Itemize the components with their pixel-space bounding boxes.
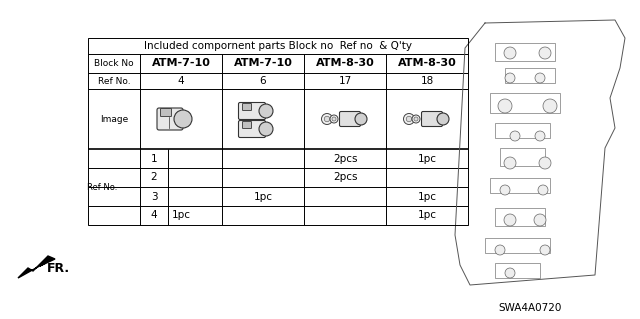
Circle shape bbox=[412, 115, 420, 123]
Text: 1pc: 1pc bbox=[417, 153, 436, 164]
Text: 4: 4 bbox=[178, 76, 184, 86]
Circle shape bbox=[259, 122, 273, 136]
Text: 1pc: 1pc bbox=[417, 191, 436, 202]
Circle shape bbox=[498, 99, 512, 113]
Text: 4: 4 bbox=[150, 211, 157, 220]
FancyBboxPatch shape bbox=[161, 108, 172, 116]
Text: SWA4A0720: SWA4A0720 bbox=[499, 303, 562, 313]
Text: 2pcs: 2pcs bbox=[333, 173, 357, 182]
Bar bbox=[505, 68, 555, 83]
Circle shape bbox=[543, 99, 557, 113]
Circle shape bbox=[505, 268, 515, 278]
Circle shape bbox=[321, 114, 333, 124]
Circle shape bbox=[355, 113, 367, 125]
Text: ATM-7-10: ATM-7-10 bbox=[152, 58, 211, 69]
Circle shape bbox=[534, 214, 546, 226]
Text: 6: 6 bbox=[260, 76, 266, 86]
Circle shape bbox=[540, 245, 550, 255]
Text: Ref No.: Ref No. bbox=[87, 182, 117, 191]
Circle shape bbox=[324, 116, 330, 122]
Text: ATM-8-30: ATM-8-30 bbox=[397, 58, 456, 69]
Circle shape bbox=[403, 114, 415, 124]
Text: Image: Image bbox=[100, 115, 128, 123]
Circle shape bbox=[174, 110, 192, 128]
Text: 1pc: 1pc bbox=[172, 211, 191, 220]
Bar bbox=[490, 178, 550, 193]
FancyBboxPatch shape bbox=[422, 112, 442, 127]
Circle shape bbox=[504, 157, 516, 169]
Circle shape bbox=[538, 185, 548, 195]
FancyBboxPatch shape bbox=[243, 122, 252, 129]
Text: 2pcs: 2pcs bbox=[333, 153, 357, 164]
Bar bbox=[485, 238, 550, 253]
Circle shape bbox=[505, 73, 515, 83]
Circle shape bbox=[330, 115, 338, 123]
Text: FR.: FR. bbox=[47, 262, 70, 275]
Text: 1: 1 bbox=[150, 153, 157, 164]
FancyBboxPatch shape bbox=[239, 102, 266, 120]
Bar bbox=[495, 123, 550, 138]
Bar bbox=[88, 38, 468, 225]
Circle shape bbox=[510, 131, 520, 141]
FancyBboxPatch shape bbox=[339, 112, 360, 127]
Bar bbox=[495, 208, 545, 226]
Text: 18: 18 bbox=[420, 76, 434, 86]
Circle shape bbox=[535, 73, 545, 83]
Text: Ref No.: Ref No. bbox=[98, 77, 131, 85]
Circle shape bbox=[259, 104, 273, 118]
Circle shape bbox=[332, 117, 336, 121]
Circle shape bbox=[504, 214, 516, 226]
Text: ATM-8-30: ATM-8-30 bbox=[316, 58, 374, 69]
Circle shape bbox=[539, 157, 551, 169]
Circle shape bbox=[504, 47, 516, 59]
Polygon shape bbox=[18, 256, 55, 278]
Text: 1pc: 1pc bbox=[417, 211, 436, 220]
Text: ATM-7-10: ATM-7-10 bbox=[234, 58, 292, 69]
Text: Included compornent parts Block no  Ref no  & Q'ty: Included compornent parts Block no Ref n… bbox=[144, 41, 412, 51]
Circle shape bbox=[500, 185, 510, 195]
Circle shape bbox=[414, 117, 418, 121]
FancyBboxPatch shape bbox=[157, 108, 183, 130]
Circle shape bbox=[539, 47, 551, 59]
Circle shape bbox=[437, 113, 449, 125]
Bar bbox=[490, 93, 560, 113]
Text: 1pc: 1pc bbox=[253, 191, 273, 202]
Bar bbox=[500, 148, 545, 166]
Text: Block No: Block No bbox=[94, 59, 134, 68]
Circle shape bbox=[495, 245, 505, 255]
Text: 17: 17 bbox=[339, 76, 351, 86]
Bar bbox=[495, 263, 540, 278]
Bar bbox=[495, 43, 555, 61]
Text: 3: 3 bbox=[150, 191, 157, 202]
Text: 2: 2 bbox=[150, 173, 157, 182]
Circle shape bbox=[406, 116, 412, 122]
FancyBboxPatch shape bbox=[239, 121, 266, 137]
FancyBboxPatch shape bbox=[243, 103, 252, 110]
Circle shape bbox=[535, 131, 545, 141]
